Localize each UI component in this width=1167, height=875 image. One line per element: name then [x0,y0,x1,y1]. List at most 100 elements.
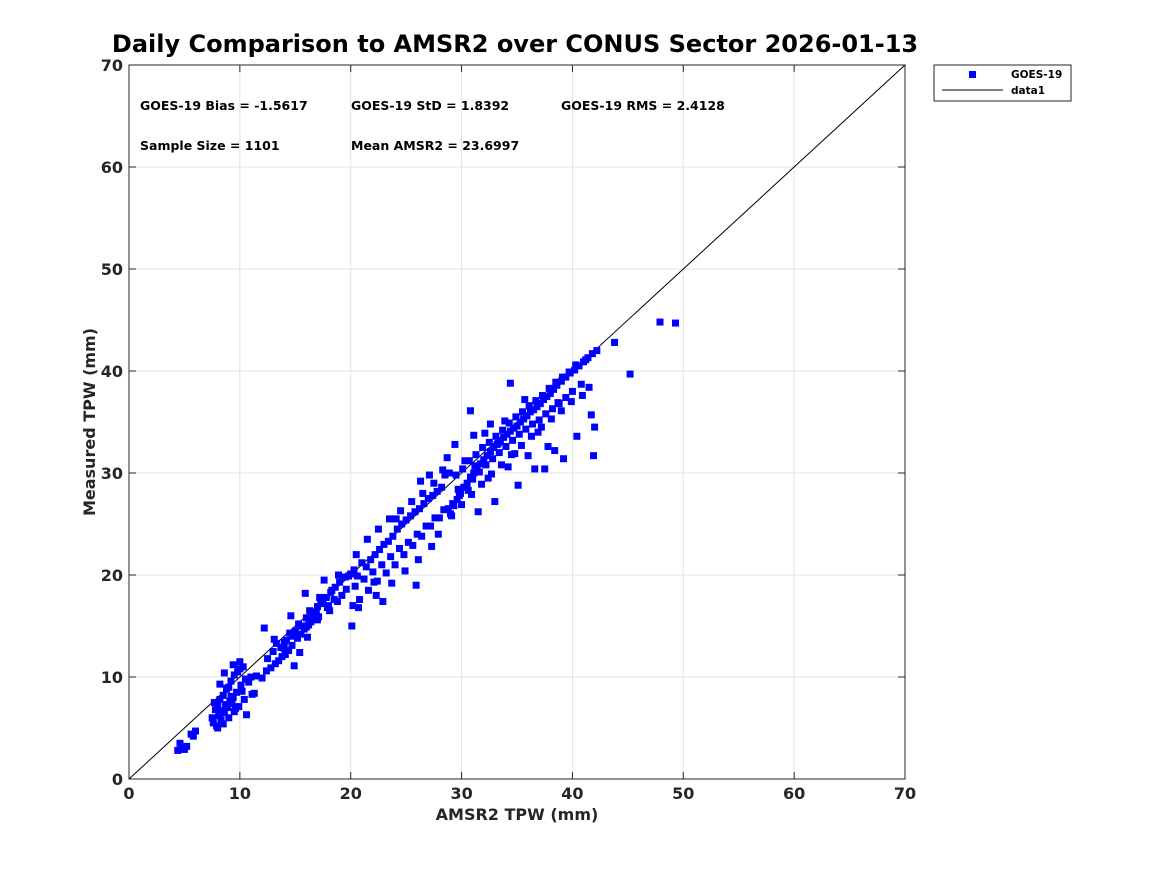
data-point [303,633,311,641]
data-point [247,673,255,681]
data-point [374,525,382,533]
data-point [435,514,443,522]
data-point [491,498,499,506]
data-point [427,522,435,530]
data-point [554,399,562,407]
data-point [352,551,360,559]
data-point [505,419,513,427]
data-point [494,439,502,447]
data-point [414,556,422,564]
data-point [453,496,461,504]
data-point [401,567,409,575]
data-point [626,370,634,378]
data-point [587,411,595,419]
data-point [264,655,272,663]
data-point [227,677,235,685]
rms-stat: GOES-19 RMS = 2.4128 [561,98,725,113]
data-point [372,591,380,599]
x-axis-label: AMSR2 TPW (mm) [436,805,599,824]
legend-marker-goes19 [969,71,976,78]
data-point [333,598,341,606]
data-point [187,730,195,738]
data-point [245,678,253,686]
data-point [376,546,384,553]
data-point [470,469,478,477]
scatter-points [174,318,680,754]
x-tick-label: 60 [783,784,805,803]
data-point [260,624,268,632]
data-point [240,695,248,703]
data-point [379,598,387,606]
data-point [311,610,319,618]
y-tick-label: 50 [101,260,123,279]
data-point [470,431,478,439]
data-point [174,746,182,754]
data-point [351,582,359,590]
data-point [492,432,500,440]
y-tick-label: 60 [101,158,123,177]
data-point [417,477,425,485]
data-point [398,520,406,528]
data-point [391,561,399,569]
data-point [252,672,260,680]
data-point [562,394,570,402]
y-tick-label: 20 [101,566,123,585]
data-point [501,417,509,425]
legend-label-goes19: GOES-19 [1011,69,1062,81]
data-point [499,426,507,434]
data-point [511,450,519,458]
y-tick-label: 40 [101,362,123,381]
data-point [230,708,238,716]
data-point [588,350,596,358]
data-point [441,471,449,479]
data-point [397,507,405,515]
data-point [280,638,288,646]
data-point [336,578,344,586]
data-point [593,347,601,355]
data-point [287,612,295,620]
data-point [573,432,581,440]
y-tick-label: 10 [101,668,123,687]
data-point [183,742,191,750]
x-tick-label: 0 [123,784,134,803]
data-point [313,603,321,611]
data-point [224,704,232,712]
data-point [349,602,357,610]
data-point [220,709,228,717]
data-point [458,501,466,509]
data-point [486,420,494,428]
data-point [288,641,296,649]
data-point [223,684,231,692]
data-point [519,408,527,416]
data-point [328,586,336,594]
data-point [387,553,395,561]
data-point [258,674,266,682]
bias-stat: GOES-19 Bias = -1.5617 [140,98,308,113]
x-tick-label: 50 [672,784,694,803]
data-point [532,397,540,405]
data-point [318,600,326,608]
data-point [378,561,386,569]
plot-area-border [128,64,906,780]
axis-ticks: 0 10 20 30 40 50 60 70 0 10 20 30 40 50 60 70 [101,56,916,803]
data-point [243,711,251,719]
data-point [420,500,428,508]
data-point [269,648,277,655]
data-point [443,454,451,462]
data-point [565,368,573,376]
data-point [463,479,471,487]
data-point [262,667,270,675]
data-point [430,479,438,487]
data-point [471,462,479,470]
data-point [393,525,401,533]
data-point [235,703,243,711]
data-point [389,532,397,540]
data-point [521,396,529,404]
data-point [267,664,275,672]
mean-amsr2-stat: Mean AMSR2 = 23.6997 [351,138,519,153]
data-point [545,384,553,392]
data-point [514,481,522,489]
chart-title: Daily Comparison to AMSR2 over CONUS Sec… [112,30,918,58]
data-point [459,465,467,473]
